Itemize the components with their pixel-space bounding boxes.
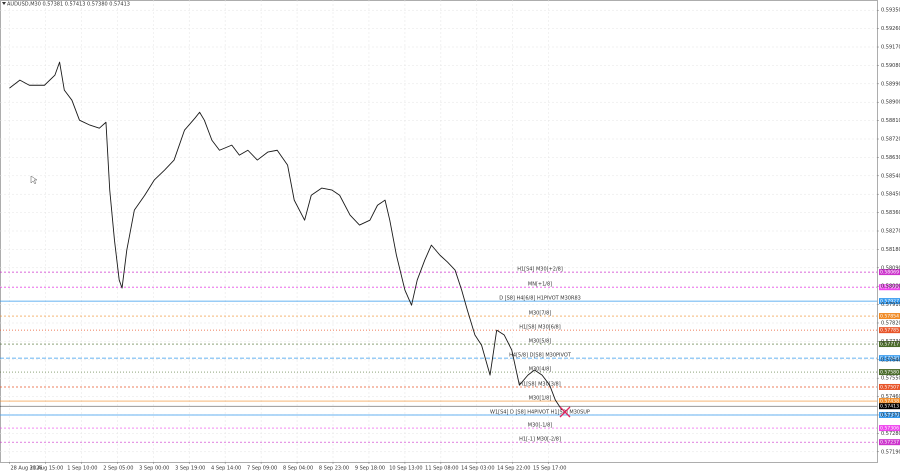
level-label: 0.57507 <box>880 384 899 390</box>
x-tick-label: 7 Sep 09:00 <box>247 466 277 472</box>
x-tick-label: 3 Sep 00:00 <box>139 466 169 472</box>
level-box <box>879 425 900 432</box>
series <box>9 61 563 411</box>
trade-marker <box>559 406 571 418</box>
level-label: 0.57854 <box>880 314 899 320</box>
level-name: H1[-1] M30[-2/8] <box>519 437 561 443</box>
y-tick-label: 0.58720 <box>881 137 900 143</box>
y-tick-label: 0.58450 <box>881 192 900 198</box>
y-tick-label: 0.58810 <box>881 118 900 124</box>
x-tick-label: 1 Sep 10:00 <box>67 466 97 472</box>
level-box <box>879 269 900 276</box>
level-box <box>879 298 900 305</box>
y-tick-label: 0.58090 <box>881 265 900 271</box>
y-tick-label: 0.59080 <box>881 63 900 69</box>
x-tick-label: 9 Sep 18:00 <box>355 466 385 472</box>
x-tick-label: 3 Sep 19:00 <box>175 466 205 472</box>
level-box <box>879 313 900 320</box>
x-tick-label: 8 Sep 04:00 <box>283 466 313 472</box>
level-label: 0.57927 <box>880 299 899 305</box>
level-name: M30[5/8] <box>529 339 552 345</box>
price-box <box>879 403 900 410</box>
x-tick-label: 4 Sep 14:00 <box>211 466 241 472</box>
chart-title: AUDUSD,M30 0.57381 0.57413 0.57380 0.574… <box>7 2 130 8</box>
level-label: 0.57717 <box>880 342 899 348</box>
level-name: M30[7/8] <box>529 311 552 317</box>
y-tick-label: 0.59260 <box>881 26 900 32</box>
level-name: M30[1/8] <box>529 396 552 402</box>
y-tick-label: 0.58630 <box>881 155 900 161</box>
grid <box>0 0 877 462</box>
level-box <box>879 284 900 291</box>
axis: 0.59350 0.59260 0.59170 0.59080 0.58990 0.589… <box>9 8 900 472</box>
level-name: M30[4/8] <box>529 367 552 373</box>
y-tick-label: 0.57460 <box>881 394 900 400</box>
level-label: 0.57580 <box>880 370 899 376</box>
level-label: 0.57306 <box>880 426 899 432</box>
level-box <box>879 369 900 376</box>
y-tick-label: 0.58990 <box>881 81 900 87</box>
level-label: 0.57237 <box>880 440 899 446</box>
y-tick-label: 0.59170 <box>881 45 900 51</box>
y-tick-label: 0.58180 <box>881 247 900 253</box>
cursor <box>30 175 38 185</box>
level-name: H1[S8] M30[3/8] <box>519 381 560 387</box>
y-tick-label: 0.58540 <box>881 173 900 179</box>
level-label: 0.57648 <box>880 356 899 362</box>
y-tick-label: 0.58000 <box>881 284 900 290</box>
level-name: M30[-1/8] <box>528 423 552 429</box>
x-tick-label: 14 Sep 03:00 <box>461 466 494 472</box>
level-name: H1[S4] M30[+2/8] <box>517 267 563 273</box>
price-label: 0.57413 <box>880 404 899 410</box>
level-name: W1[S4] D [S8] H4PIVOT H1[S8] M30SUP <box>490 409 590 415</box>
y-tick-label: 0.57280 <box>881 431 900 437</box>
y-tick-label: 0.57640 <box>881 357 900 363</box>
level-box <box>879 411 900 418</box>
level-box <box>879 341 900 348</box>
y-tick-label: 0.57730 <box>881 339 900 345</box>
y-tick-label: 0.58360 <box>881 210 900 216</box>
level-name: H4[5/8] D[S8] M30PIVOT <box>509 353 572 359</box>
price-line <box>9 61 563 411</box>
x-tick-label: 15 Sep 17:00 <box>533 466 566 472</box>
level-box <box>879 383 900 390</box>
x-tick-label: 14 Sep 22:00 <box>497 466 530 472</box>
y-tick-label: 0.57550 <box>881 376 900 382</box>
x-tick-label: 10 Sep 13:00 <box>389 466 422 472</box>
level-box <box>879 327 900 334</box>
y-tick-label: 0.58900 <box>881 100 900 106</box>
y-tick-label: 0.57820 <box>881 320 900 326</box>
level-label: 0.57785 <box>880 328 899 334</box>
y-tick-label: 0.57370 <box>881 412 900 418</box>
x-tick-label: 28 Aug 2026 <box>10 466 42 472</box>
level-box <box>879 355 900 362</box>
level-label: 0.58069 <box>880 270 899 276</box>
level-name: D [S8] H4[6/8] H1PIVOT M30R83 <box>499 296 581 302</box>
level-box <box>879 398 900 405</box>
level-label: 0.57995 <box>880 285 899 291</box>
y-tick-label: 0.57190 <box>881 449 900 455</box>
plot-frame <box>0 0 878 463</box>
title-arrow <box>2 2 6 5</box>
x-tick-label: 31 Aug 15:00 <box>30 466 64 472</box>
level-label: 0.57370 <box>880 412 899 418</box>
y-tick-label: 0.57910 <box>881 302 900 308</box>
level-name: MN[+1/8] <box>528 282 552 288</box>
level-label: 0.57438 <box>880 399 899 405</box>
x-tick-label: 11 Sep 08:00 <box>425 466 458 472</box>
levels: H1[S4] M30[+2/8] 0.58069 MN[+1/8] 0.57995 D … <box>0 267 900 446</box>
x-tick-label: 8 Sep 23:00 <box>319 466 349 472</box>
x-tick-label: 2 Sep 05:00 <box>103 466 133 472</box>
level-box <box>879 439 900 446</box>
y-tick-label: 0.58270 <box>881 229 900 235</box>
y-tick-label: 0.59350 <box>881 8 900 14</box>
level-name: H1[S8] M30[6/8] <box>519 325 560 331</box>
